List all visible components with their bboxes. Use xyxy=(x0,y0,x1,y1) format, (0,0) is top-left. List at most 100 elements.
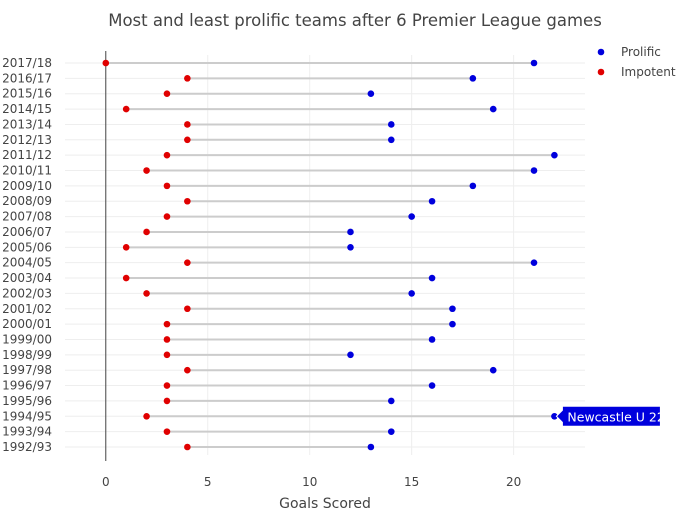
y-tick-label: 1993/94 xyxy=(2,425,52,439)
prolific-point[interactable] xyxy=(367,90,375,98)
impotent-point[interactable] xyxy=(184,75,191,82)
y-tick-label: 2007/08 xyxy=(2,210,52,224)
y-tick-label: 1994/95 xyxy=(2,409,52,423)
impotent-point[interactable] xyxy=(163,320,171,328)
prolific-point[interactable] xyxy=(347,228,354,236)
y-tick-label: 2011/12 xyxy=(2,148,52,162)
impotent-point[interactable] xyxy=(163,397,171,405)
x-tick-label: 0 xyxy=(102,475,110,489)
legend-item-prolific[interactable]: Prolific xyxy=(597,45,661,59)
impotent-point[interactable] xyxy=(163,213,171,220)
impotent-point[interactable] xyxy=(184,443,191,451)
prolific-point[interactable] xyxy=(469,75,477,82)
prolific-point[interactable] xyxy=(449,320,456,328)
y-tick-label: 2010/11 xyxy=(2,164,52,178)
legend-label: Prolific xyxy=(621,45,661,59)
prolific-point[interactable] xyxy=(551,412,558,420)
prolific-point[interactable] xyxy=(530,59,538,67)
impotent-point[interactable] xyxy=(143,167,150,174)
prolific-point[interactable] xyxy=(489,105,497,113)
impotent-point[interactable] xyxy=(184,197,191,205)
legend-item-impotent[interactable]: Impotent xyxy=(597,65,676,79)
y-tick-label: 2006/07 xyxy=(2,225,52,239)
prolific-point[interactable] xyxy=(387,428,395,435)
impotent-point[interactable] xyxy=(122,274,130,282)
y-tick-label: 2014/15 xyxy=(2,102,52,116)
y-tick-label: 2005/06 xyxy=(2,240,52,254)
prolific-point[interactable] xyxy=(347,351,354,359)
legend-label: Impotent xyxy=(621,65,676,79)
data-points[interactable] xyxy=(102,59,558,451)
y-tick-label: 2008/09 xyxy=(2,194,52,208)
x-axis-tick-labels: 0 5 10 15 20 xyxy=(102,475,521,489)
hover-annotation: Newcastle U 22 xyxy=(555,405,665,427)
connector-lines xyxy=(105,62,555,448)
legend-marker xyxy=(597,68,605,76)
prolific-point[interactable] xyxy=(489,366,497,374)
prolific-point[interactable] xyxy=(408,213,415,220)
prolific-point[interactable] xyxy=(408,290,415,297)
prolific-point[interactable] xyxy=(551,151,558,159)
impotent-point[interactable] xyxy=(122,244,130,251)
y-tick-label: 2012/13 xyxy=(2,133,52,147)
prolific-point[interactable] xyxy=(387,136,395,144)
x-axis-title: Goals Scored xyxy=(279,496,371,512)
y-tick-label: 2015/16 xyxy=(2,87,52,101)
impotent-point[interactable] xyxy=(184,259,191,266)
y-tick-label: 2002/03 xyxy=(2,286,52,300)
impotent-point[interactable] xyxy=(163,382,171,389)
y-tick-label: 1997/98 xyxy=(2,363,52,377)
prolific-point[interactable] xyxy=(428,382,436,389)
x-tick-label: 5 xyxy=(204,475,212,489)
prolific-point[interactable] xyxy=(428,197,436,205)
impotent-point[interactable] xyxy=(102,59,110,67)
impotent-point[interactable] xyxy=(163,182,171,190)
y-tick-label: 2000/01 xyxy=(2,317,52,331)
x-tick-label: 10 xyxy=(302,475,317,489)
impotent-point[interactable] xyxy=(163,90,171,98)
x-tick-label: 20 xyxy=(506,475,521,489)
impotent-point[interactable] xyxy=(184,136,191,144)
y-tick-label: 1992/93 xyxy=(2,440,52,454)
prolific-point[interactable] xyxy=(428,336,436,343)
x-tick-label: 15 xyxy=(404,475,419,489)
y-tick-label: 1999/00 xyxy=(2,332,52,346)
y-tick-label: 1995/96 xyxy=(2,394,52,408)
impotent-point[interactable] xyxy=(163,428,171,435)
prolific-point[interactable] xyxy=(347,244,354,251)
prolific-point[interactable] xyxy=(387,397,395,405)
impotent-point[interactable] xyxy=(184,305,191,313)
hover-label-text: Newcastle U 22 xyxy=(567,409,664,424)
y-tick-label: 1998/99 xyxy=(2,348,52,362)
prolific-point[interactable] xyxy=(428,274,436,282)
y-tick-label: 2003/04 xyxy=(2,271,52,285)
impotent-point[interactable] xyxy=(184,366,191,374)
y-tick-label: 2017/18 xyxy=(2,56,52,70)
impotent-point[interactable] xyxy=(184,121,191,128)
prolific-point[interactable] xyxy=(367,443,375,451)
legend[interactable]: Prolific Impotent xyxy=(597,45,676,79)
chart-title: Most and least prolific teams after 6 Pr… xyxy=(108,11,602,30)
impotent-point[interactable] xyxy=(163,336,171,343)
y-tick-label: 2001/02 xyxy=(2,302,52,316)
prolific-point[interactable] xyxy=(530,259,538,266)
impotent-point[interactable] xyxy=(122,105,130,113)
y-tick-label: 2013/14 xyxy=(2,117,52,131)
y-tick-label: 2016/17 xyxy=(2,71,52,85)
prolific-point[interactable] xyxy=(530,167,538,174)
y-tick-label: 1996/97 xyxy=(2,379,52,393)
impotent-point[interactable] xyxy=(143,228,150,236)
prolific-point[interactable] xyxy=(449,305,456,313)
y-tick-label: 2004/05 xyxy=(2,256,52,270)
grid-lines xyxy=(65,55,585,455)
hover-label-box xyxy=(555,405,661,427)
impotent-point[interactable] xyxy=(163,151,171,159)
y-tick-label: 2009/10 xyxy=(2,179,52,193)
prolific-point[interactable] xyxy=(387,121,395,128)
impotent-point[interactable] xyxy=(143,412,150,420)
impotent-point[interactable] xyxy=(143,290,150,297)
impotent-point[interactable] xyxy=(163,351,171,359)
prolific-point[interactable] xyxy=(469,182,477,190)
